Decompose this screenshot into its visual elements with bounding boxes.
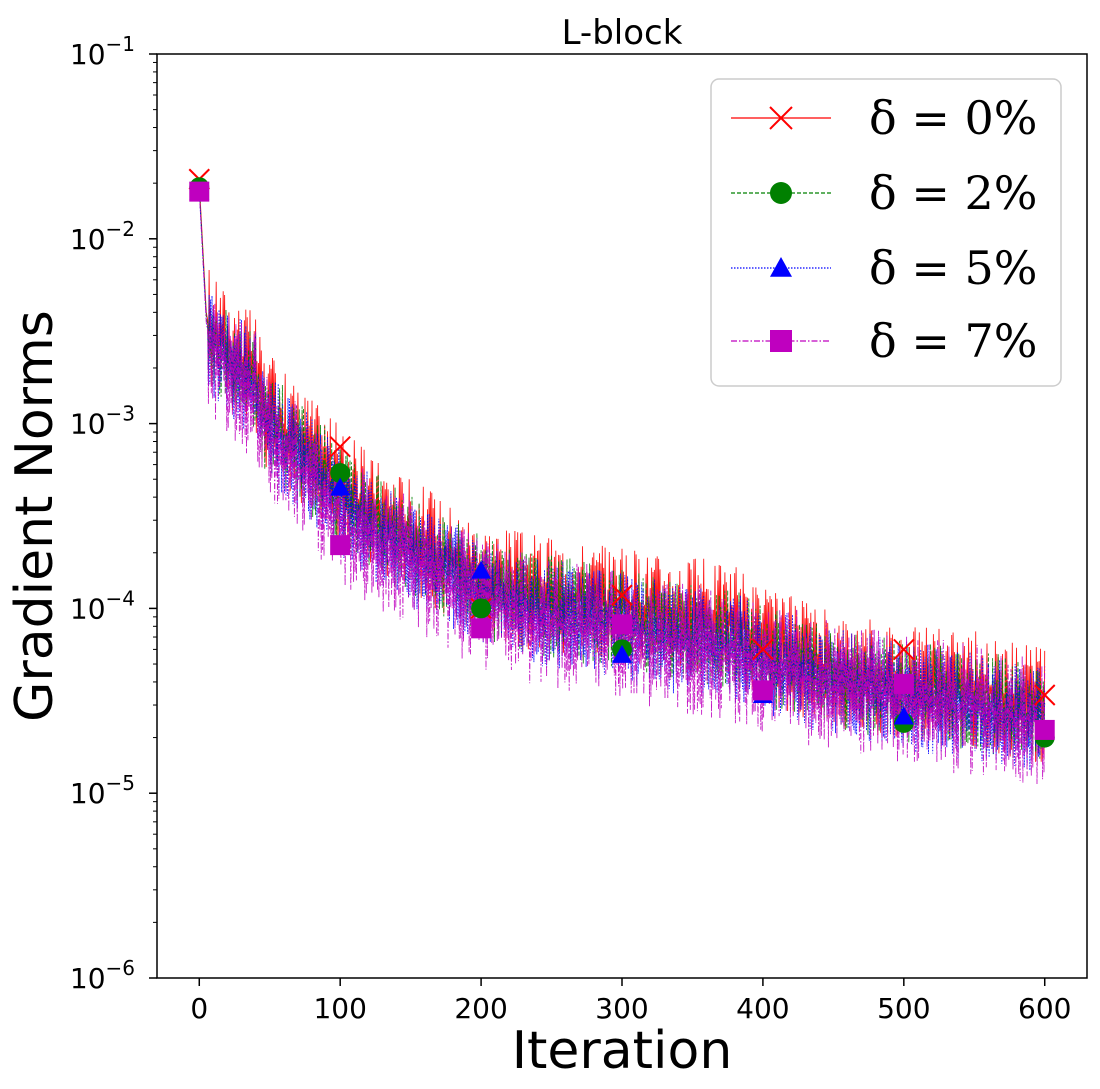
marker-triangle	[770, 257, 792, 277]
marker-triangle	[471, 560, 492, 579]
y-tick-label-base: 10	[70, 592, 106, 625]
y-tick-label-base: 10	[70, 223, 106, 256]
marker-triangle	[612, 644, 632, 663]
marker-x	[752, 638, 774, 661]
legend: δ = 0% δ = 2% δ = 5% δ = 7%	[710, 78, 1062, 387]
y-tick-label-exponent: −2	[106, 217, 135, 241]
marker-circle	[770, 182, 792, 204]
marker-circle	[471, 598, 492, 619]
y-tick-label-exponent: −6	[106, 956, 135, 980]
marker-square	[330, 535, 351, 556]
legend-box	[710, 78, 1062, 387]
legend-label: δ = 0%	[869, 91, 1037, 145]
x-tick-label: 0	[190, 992, 208, 1025]
x-tick-label: 200	[454, 992, 507, 1025]
x-tick-label: 500	[877, 992, 930, 1025]
marker-square	[612, 614, 632, 635]
marker-x	[893, 638, 915, 661]
x-axis-label: Iteration	[512, 1021, 733, 1081]
marker-square	[471, 618, 492, 639]
legend-entry: δ = 0%	[731, 91, 1037, 145]
y-axis: 10−610−510−410−310−210−1	[70, 32, 157, 995]
marker-x	[1034, 684, 1056, 706]
marker-square	[189, 181, 210, 202]
marker-x	[611, 584, 633, 606]
marker-square	[752, 680, 773, 701]
y-tick-label: 10−6	[70, 956, 135, 995]
marker-square	[770, 330, 792, 352]
y-tick-label-base: 10	[70, 408, 106, 441]
y-tick-label-exponent: −4	[106, 586, 135, 610]
y-tick-label-base: 10	[70, 962, 106, 995]
y-tick-label: 10−2	[70, 217, 135, 256]
y-tick-label-exponent: −3	[106, 402, 135, 426]
marker-square	[893, 673, 914, 694]
legend-entry: δ = 7%	[731, 314, 1037, 368]
y-tick-label-base: 10	[70, 38, 106, 71]
y-tick-label-exponent: −1	[106, 32, 135, 56]
marker-layer	[188, 168, 1056, 748]
x-tick-label: 300	[595, 992, 648, 1025]
x-tick-label: 600	[1018, 992, 1071, 1025]
x-tick-label: 100	[313, 992, 366, 1025]
y-tick-label: 10−5	[70, 771, 135, 810]
legend-label: δ = 5%	[869, 241, 1037, 295]
y-tick-label-base: 10	[70, 777, 106, 810]
y-tick-label: 10−4	[70, 586, 135, 625]
marker-x	[769, 106, 793, 130]
marker-circle	[330, 463, 351, 484]
legend-entry: δ = 5%	[731, 241, 1037, 295]
y-tick-label: 10−1	[70, 32, 135, 71]
marker-x	[329, 435, 351, 458]
y-tick-label-exponent: −5	[106, 771, 135, 795]
legend-label: δ = 7%	[869, 314, 1037, 368]
y-tick-label: 10−3	[70, 402, 135, 441]
y-axis-label: Gradient Norms	[5, 310, 65, 722]
marker-triangle	[330, 477, 351, 496]
x-axis: 0 100 200 300 400 500 600	[190, 978, 1071, 1025]
marker-square	[1034, 719, 1055, 740]
x-tick-label: 400	[736, 992, 789, 1025]
chart-title: L-block	[562, 13, 683, 53]
marker-triangle	[893, 706, 914, 725]
legend-label: δ = 2%	[869, 166, 1037, 220]
legend-entry: δ = 2%	[731, 166, 1037, 220]
